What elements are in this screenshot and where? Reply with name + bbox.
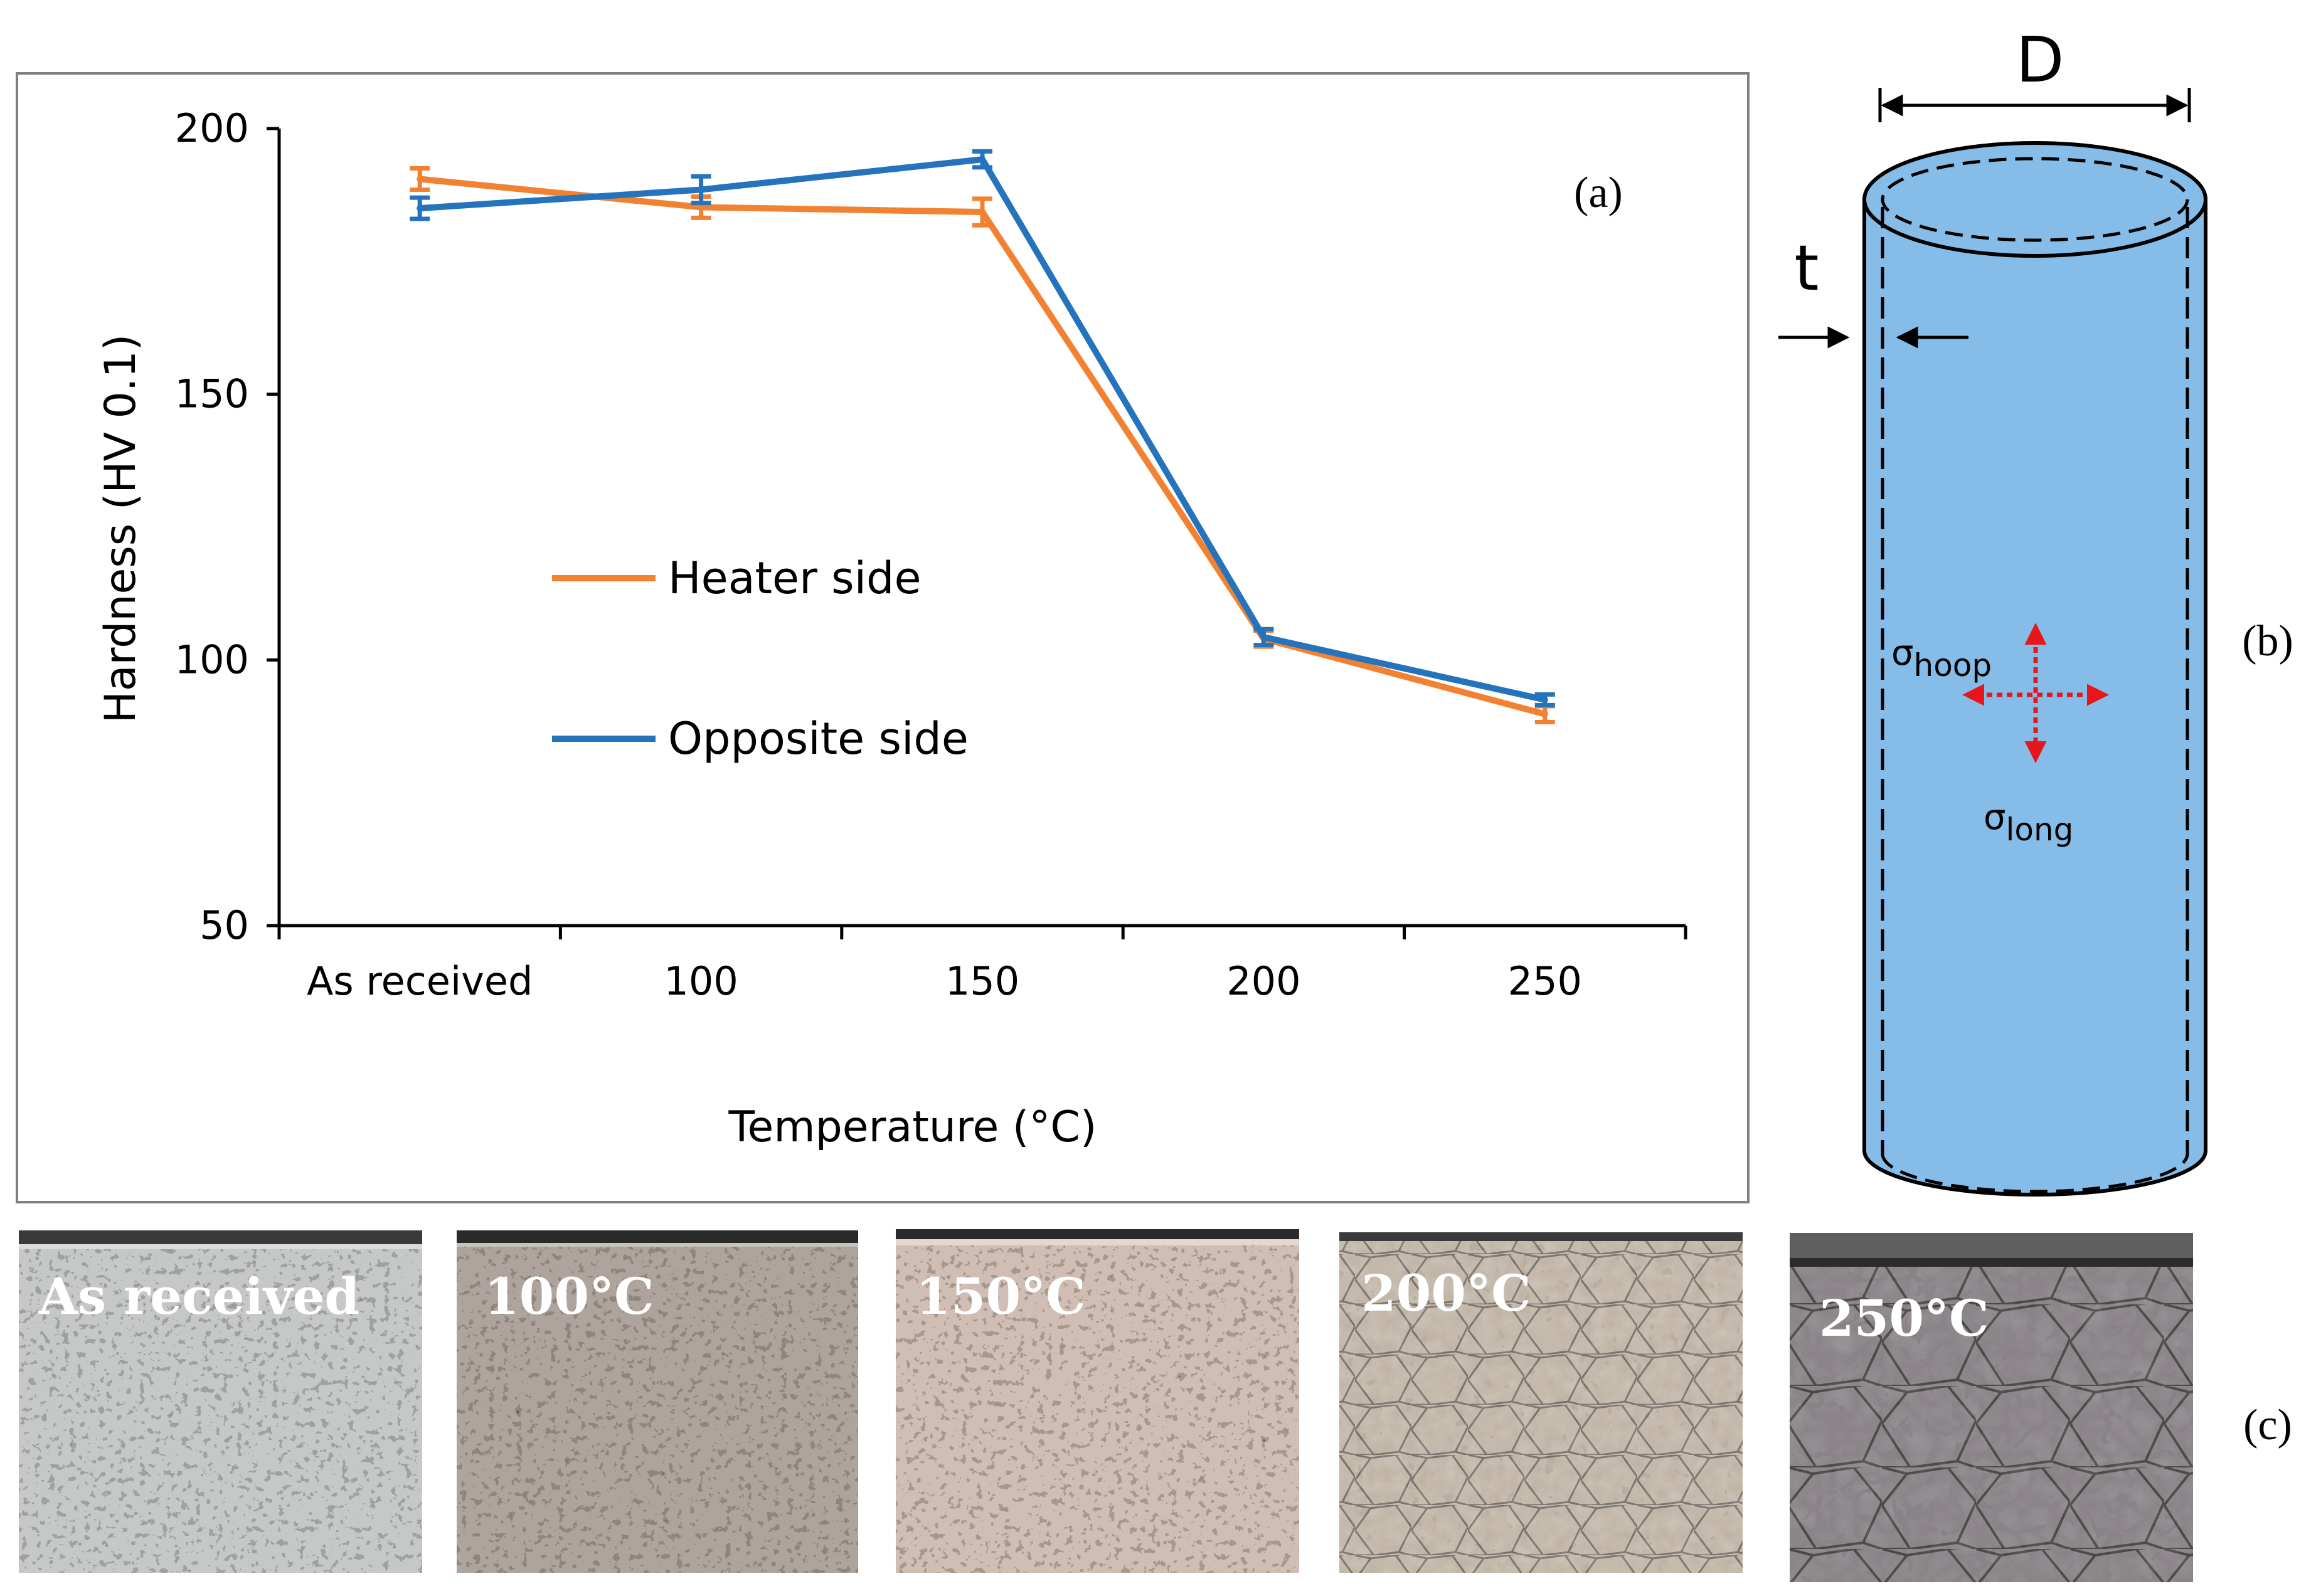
thickness-label: t xyxy=(1794,231,1819,305)
series-opposite xyxy=(410,149,1555,707)
micrograph-200: 200°C xyxy=(1339,1232,1743,1573)
data-point xyxy=(1541,696,1548,703)
chart-series xyxy=(410,149,1555,724)
y-axis-title: Hardness (HV 0.1) xyxy=(96,334,146,724)
y-tick-label: 50 xyxy=(199,902,249,948)
tube-bottom-inner xyxy=(1881,1153,2189,1193)
x-tick-label: 150 xyxy=(945,958,1019,1004)
diameter-label: D xyxy=(2016,23,2064,97)
micrograph-label-4: 200°C xyxy=(1361,1264,1531,1323)
micrograph-label-3: 150°C xyxy=(916,1267,1086,1326)
tube-body xyxy=(1862,198,2207,1197)
data-point xyxy=(1541,711,1548,717)
micrograph-100: 100°C xyxy=(457,1230,858,1573)
x-tick-label: 100 xyxy=(664,958,738,1004)
legend-label-opposite: Opposite side xyxy=(668,713,969,764)
y-ticks: 50 100 150 200 xyxy=(175,105,279,948)
data-point xyxy=(979,156,985,163)
data-point xyxy=(1260,633,1267,640)
x-tick-label: 250 xyxy=(1508,958,1582,1004)
micrograph-label-2: 100°C xyxy=(484,1267,654,1326)
data-point xyxy=(979,209,985,216)
micrographs-panel-label: (c) xyxy=(2243,1401,2292,1449)
chart-panel-label: (a) xyxy=(1574,169,1623,217)
y-tick-label: 150 xyxy=(175,371,249,417)
legend-label-heater: Heater side xyxy=(668,552,922,604)
chart-axes xyxy=(277,129,1686,927)
chart-frame xyxy=(16,72,1750,1203)
tube-diagram: D t σhoop σlong xyxy=(1778,23,2207,1197)
micrograph-as-received: As received xyxy=(19,1230,422,1573)
data-point xyxy=(698,204,704,211)
tube-top-inner xyxy=(1881,157,2189,242)
micrograph-250: 250°C xyxy=(1790,1233,2193,1582)
chart-legend: Heater side Opposite side xyxy=(552,552,969,764)
micrographs: As received 100°C 150°C 200°C xyxy=(19,1229,2193,1582)
x-axis-title: Temperature (°C) xyxy=(728,1102,1097,1152)
sigma-hoop-label: σhoop xyxy=(1891,633,1992,684)
micrograph-150: 150°C xyxy=(896,1229,1299,1573)
diagram-panel-label: (b) xyxy=(2242,617,2293,665)
micrograph-label-1: As received xyxy=(38,1267,359,1326)
x-tick-label: As received xyxy=(307,958,533,1004)
data-point xyxy=(417,176,423,182)
y-tick-label: 100 xyxy=(175,637,249,682)
micrograph-label-5: 250°C xyxy=(1819,1289,1989,1348)
tube-top xyxy=(1862,141,2207,258)
sigma-long-label: σlong xyxy=(1984,797,2073,848)
data-point xyxy=(417,205,423,212)
data-point xyxy=(698,186,704,193)
y-tick-label: 200 xyxy=(175,105,249,151)
x-ticks: As received 100 150 200 250 xyxy=(277,926,1687,1004)
x-tick-label: 200 xyxy=(1226,958,1300,1004)
